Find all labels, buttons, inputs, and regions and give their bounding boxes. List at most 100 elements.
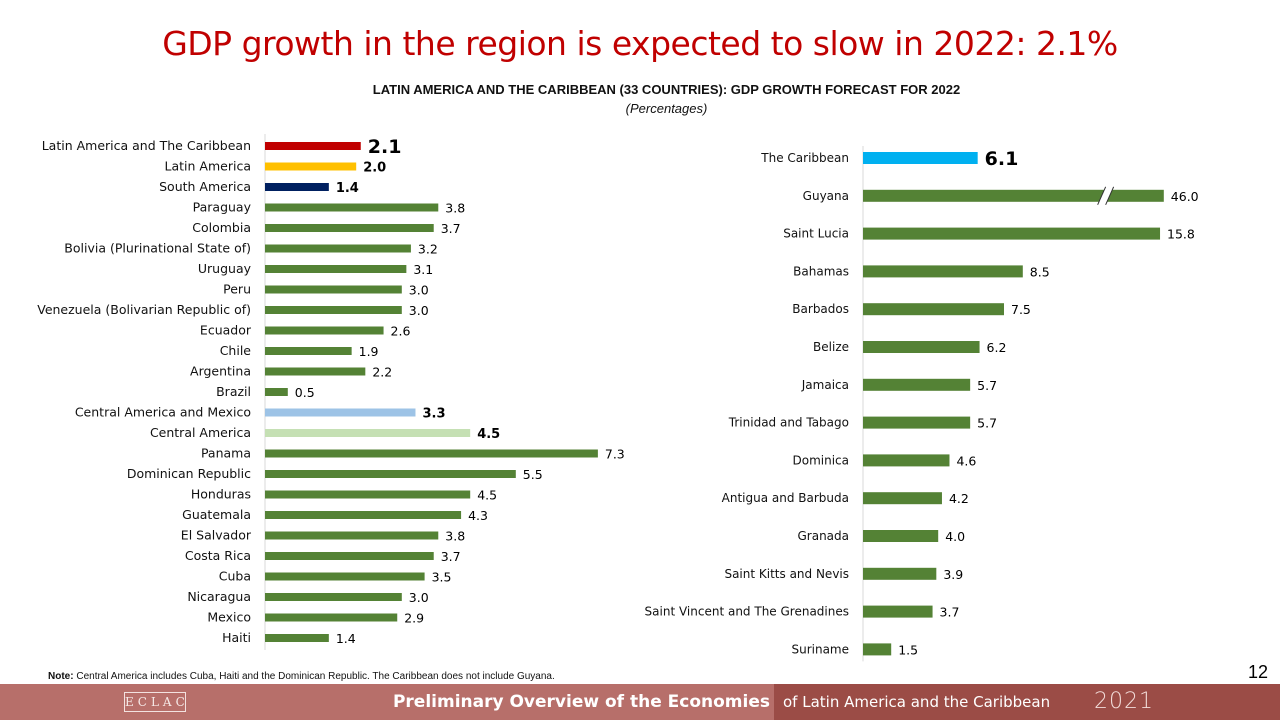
category-label-el-salvador: El Salvador xyxy=(181,528,252,543)
gdp-growth-chart: Latin America and The Caribbean 2.1 Latin … xyxy=(37,134,1199,662)
category-label-paraguay: Paraguay xyxy=(193,200,252,215)
value-label-the-caribbean: 6.1 xyxy=(985,148,1019,170)
value-label-mexico: 2.9 xyxy=(404,611,424,626)
category-label-trinidad-and-tabago: Trinidad and Tabago xyxy=(728,416,849,430)
category-label-bolivia-plurinational-state-of: Bolivia (Plurinational State of) xyxy=(64,241,251,256)
category-label-central-america: Central America xyxy=(150,425,251,440)
bar-chile xyxy=(265,347,352,355)
page-number: 12 xyxy=(1247,662,1268,682)
value-label-ecuador: 2.6 xyxy=(391,324,411,339)
bar-saint-vincent-and-the-grenadines xyxy=(863,605,933,618)
value-label-central-america: 4.5 xyxy=(477,427,500,442)
category-label-suriname: Suriname xyxy=(791,642,849,656)
value-label-haiti: 1.4 xyxy=(336,631,356,646)
bar-the-caribbean xyxy=(863,152,978,164)
value-label-saint-kitts-and-nevis: 3.9 xyxy=(943,567,963,582)
value-label-dominican-republic: 5.5 xyxy=(523,467,543,482)
value-label-argentina: 2.2 xyxy=(372,365,392,380)
category-label-barbados: Barbados xyxy=(792,302,849,316)
bar-venezuela-bolivarian-republic-of xyxy=(265,306,402,314)
axis-break-mark-right xyxy=(1105,186,1115,206)
bar-guyana xyxy=(863,189,1164,202)
chart-title: LATIN AMERICA AND THE CARIBBEAN (33 COUN… xyxy=(372,82,961,97)
bar-trinidad-and-tabago xyxy=(863,416,971,429)
value-label-panama: 7.3 xyxy=(605,447,625,462)
bar-belize xyxy=(863,341,980,353)
category-label-chile: Chile xyxy=(220,343,252,358)
category-label-guyana: Guyana xyxy=(803,189,849,203)
category-label-haiti: Haiti xyxy=(222,630,251,645)
category-label-bahamas: Bahamas xyxy=(793,264,849,278)
chart-note: Note: Central America includes Cuba, Hai… xyxy=(48,671,555,682)
category-label-dominican-republic: Dominican Republic xyxy=(127,466,251,481)
eclac-logo: ECLAC xyxy=(124,692,186,712)
bar-costa-rica xyxy=(265,552,434,560)
bar-brazil xyxy=(265,388,288,396)
value-label-chile: 1.9 xyxy=(359,344,379,359)
value-label-cuba: 3.5 xyxy=(432,570,452,585)
bar-peru xyxy=(265,285,402,294)
category-label-argentina: Argentina xyxy=(190,364,251,379)
value-label-latin-america-and-the-caribbean: 2.1 xyxy=(368,136,402,158)
value-label-suriname: 1.5 xyxy=(898,642,918,657)
bar-paraguay xyxy=(265,203,439,212)
footer-right-panel xyxy=(774,684,1280,720)
category-label-the-caribbean: The Caribbean xyxy=(760,151,849,165)
category-label-mexico: Mexico xyxy=(207,610,251,625)
bar-bahamas xyxy=(863,265,1023,278)
category-label-uruguay: Uruguay xyxy=(198,261,252,276)
bar-jamaica xyxy=(863,378,971,391)
bar-saint-lucia xyxy=(863,227,1161,240)
category-label-brazil: Brazil xyxy=(216,384,251,399)
bar-saint-kitts-and-nevis xyxy=(863,567,937,580)
bar-guatemala xyxy=(265,511,462,519)
category-label-colombia: Colombia xyxy=(192,220,251,235)
value-label-venezuela-bolivarian-republic-of: 3.0 xyxy=(409,303,429,318)
value-label-bolivia-plurinational-state-of: 3.2 xyxy=(418,242,438,257)
value-label-jamaica: 5.7 xyxy=(977,378,997,393)
chart-subtitle: (Percentages) xyxy=(625,101,708,116)
category-label-dominica: Dominica xyxy=(793,453,850,467)
value-label-latin-america: 2.0 xyxy=(363,161,386,176)
footer-title-light: of Latin America and the Caribbean xyxy=(783,693,1051,711)
value-label-south-america: 1.4 xyxy=(336,181,359,196)
bar-uruguay xyxy=(265,265,407,273)
bar-colombia xyxy=(265,224,434,232)
category-label-latin-america-and-the-caribbean: Latin America and The Caribbean xyxy=(42,138,251,153)
bar-dominican-republic xyxy=(265,470,516,478)
value-label-peru: 3.0 xyxy=(409,283,429,298)
bar-central-america xyxy=(265,429,471,437)
footer-year: 2021 xyxy=(1094,689,1154,714)
value-label-nicaragua: 3.0 xyxy=(409,590,429,605)
category-label-guatemala: Guatemala xyxy=(182,507,251,522)
bar-south-america xyxy=(265,183,329,191)
bar-latin-america xyxy=(265,162,357,171)
note-text: Central America includes Cuba, Haiti and… xyxy=(76,671,555,682)
axis-break-mark-left xyxy=(1097,186,1107,206)
bar-central-america-and-mexico xyxy=(265,408,416,417)
value-label-bahamas: 8.5 xyxy=(1030,264,1050,279)
bar-latin-america-and-the-caribbean xyxy=(265,142,361,150)
category-label-cuba: Cuba xyxy=(219,569,251,584)
value-label-saint-lucia: 15.8 xyxy=(1167,227,1195,242)
bar-dominica xyxy=(863,454,950,467)
bar-antigua-and-barbuda xyxy=(863,492,942,505)
note-label: Note: xyxy=(48,671,74,682)
axis-break-gap xyxy=(1097,186,1114,205)
value-label-granada: 4.0 xyxy=(945,529,965,544)
page-title: GDP growth in the region is expected to … xyxy=(162,24,1118,63)
category-label-south-america: South America xyxy=(159,179,251,194)
bar-barbados xyxy=(863,303,1004,316)
category-label-granada: Granada xyxy=(797,529,849,543)
value-label-colombia: 3.7 xyxy=(441,221,461,236)
category-label-antigua-and-barbuda: Antigua and Barbuda xyxy=(722,491,849,505)
category-label-jamaica: Jamaica xyxy=(801,378,849,392)
bar-honduras xyxy=(265,490,471,499)
value-label-barbados: 7.5 xyxy=(1011,302,1031,317)
bar-mexico xyxy=(265,613,398,622)
category-label-central-america-and-mexico: Central America and Mexico xyxy=(75,405,251,420)
bar-nicaragua xyxy=(265,593,402,601)
value-label-guatemala: 4.3 xyxy=(468,508,488,523)
bar-haiti xyxy=(265,634,329,642)
value-label-trinidad-and-tabago: 5.7 xyxy=(977,416,997,431)
